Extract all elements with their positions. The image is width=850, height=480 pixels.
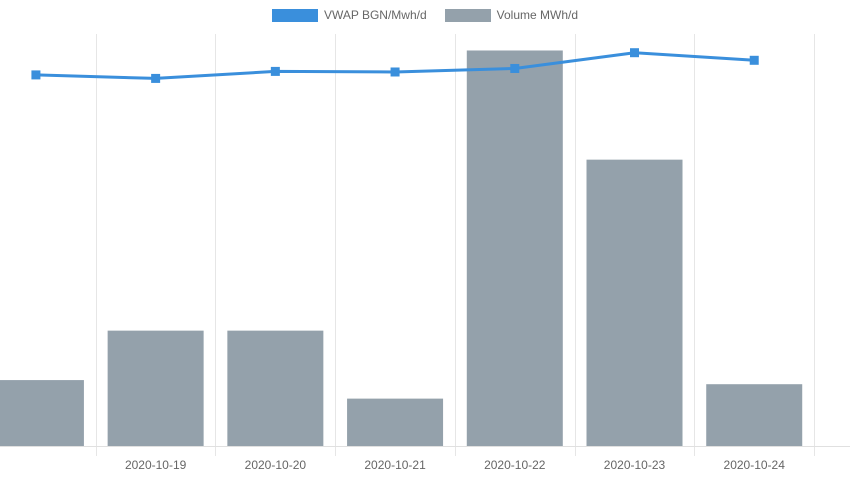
bar-volume — [107, 330, 204, 446]
bar-volume — [0, 380, 84, 446]
x-tick-label: 2020-10-21 — [364, 458, 426, 472]
x-tick-label: 2020-10-20 — [245, 458, 307, 472]
bar-volume — [706, 384, 803, 446]
legend-swatch-vwap — [271, 8, 318, 22]
legend-swatch-volume — [444, 8, 491, 22]
point-vwap — [270, 66, 280, 76]
point-vwap — [749, 55, 759, 65]
bar-volume — [586, 159, 683, 446]
legend-label-vwap: VWAP BGN/Mwh/d — [323, 8, 427, 22]
point-vwap — [151, 73, 161, 83]
point-vwap — [390, 67, 400, 77]
bar-volume — [466, 50, 563, 446]
bar-volume — [347, 398, 444, 446]
legend-label-volume: Volume MWh/d — [496, 8, 579, 22]
point-vwap — [31, 70, 41, 80]
bar-volume — [227, 330, 324, 446]
x-tick-label: 2020-10-22 — [484, 458, 546, 472]
x-tick-label: 2020-10-23 — [604, 458, 666, 472]
legend: VWAP BGN/Mwh/d Volume MWh/d — [0, 8, 850, 22]
point-vwap — [510, 63, 520, 73]
point-vwap — [630, 48, 640, 58]
legend-item-volume[interactable]: Volume MWh/d — [444, 8, 579, 22]
legend-item-vwap[interactable]: VWAP BGN/Mwh/d — [271, 8, 427, 22]
x-tick-label: 2020-10-19 — [125, 458, 187, 472]
x-tick-label: 2020-10-24 — [724, 458, 786, 472]
